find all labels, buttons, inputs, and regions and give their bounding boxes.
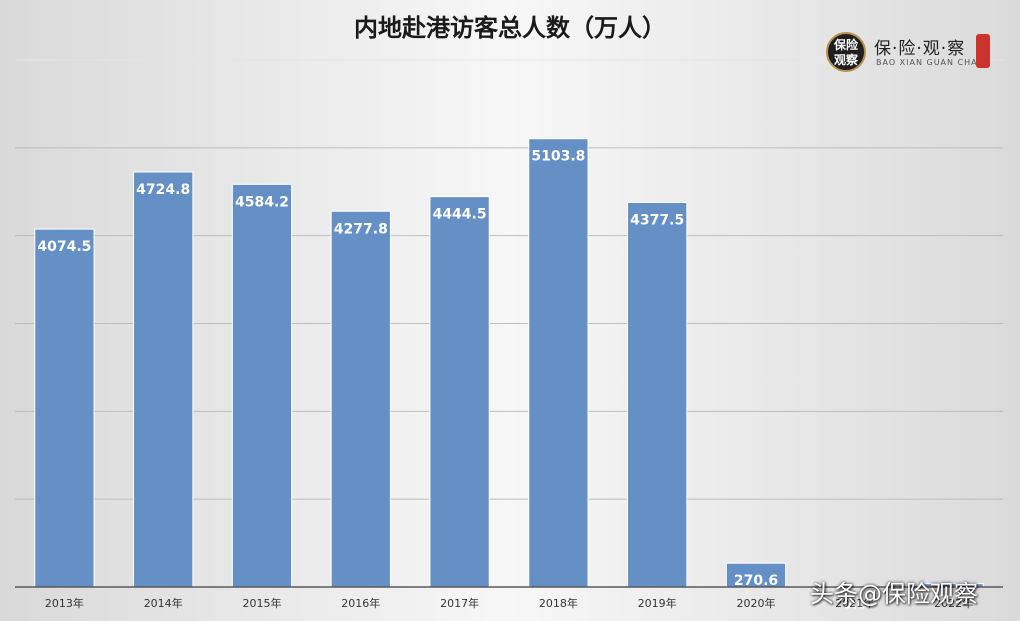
bar: [231, 183, 293, 588]
x-axis: 2013年 2014年 2015年 2016年 2017年 2018年 2019年 2020年…: [15, 586, 1003, 610]
red-stamp-icon: [976, 34, 990, 68]
data-label: 37.5: [936, 594, 971, 610]
data-label: 6.6: [842, 596, 867, 612]
bar: [528, 138, 589, 588]
logo-name: 保·险·观·察: [874, 39, 966, 59]
logo-seal-line1: 保险: [833, 38, 858, 52]
bar: [429, 196, 490, 588]
logo-seal-line2: 观察: [833, 53, 858, 67]
data-label: 4277.8: [334, 221, 388, 237]
data-label: 4074.5: [37, 239, 91, 255]
data-label: 5103.8: [531, 149, 585, 165]
x-tick-label: 2018年: [539, 596, 578, 610]
data-label: 4377.5: [630, 213, 684, 229]
bars: [34, 138, 984, 588]
chart-title: 内地赴港访客总人数（万人）: [354, 13, 666, 42]
logo-subtitle: BAO XIAN GUAN CHA: [876, 58, 978, 67]
brand-logo: 保险 观察 保·险·观·察 BAO XIAN GUAN CHA: [824, 30, 994, 78]
x-tick-label: 2016年: [341, 596, 380, 610]
bar: [627, 202, 688, 588]
x-tick-label: 2014年: [144, 596, 183, 610]
x-tick-label: 2015年: [243, 596, 282, 610]
x-tick-label: 2022年: [934, 596, 973, 610]
logo-seal-icon: 保险 观察: [826, 32, 866, 72]
data-label: 4724.8: [136, 182, 190, 198]
bar: [330, 210, 391, 588]
x-tick-label: 2017年: [440, 596, 479, 610]
bar: [34, 228, 95, 588]
data-label: 4444.5: [433, 207, 487, 223]
data-label: 4584.2: [235, 194, 289, 210]
x-tick-label: 2021年: [835, 596, 874, 610]
data-labels: 4074.5 4724.8 4584.2 4277.8 4444.5 5103.8 4377…: [37, 149, 970, 613]
data-label: 270.6: [734, 573, 778, 589]
x-tick-label: 2019年: [638, 596, 677, 610]
watermark: 头条@保险观察: [810, 580, 978, 608]
bar: [133, 171, 194, 588]
x-tick-label: 2020年: [737, 596, 776, 610]
x-tick-label: 2013年: [45, 596, 84, 610]
